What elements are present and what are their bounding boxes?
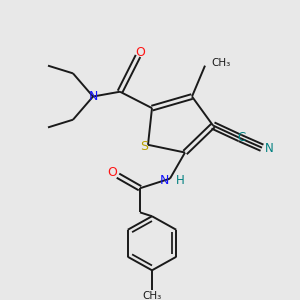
Text: C: C bbox=[237, 130, 245, 144]
Text: N: N bbox=[88, 90, 98, 103]
Text: N: N bbox=[159, 174, 169, 187]
Text: CH₃: CH₃ bbox=[211, 58, 230, 68]
Text: O: O bbox=[107, 166, 117, 179]
Text: CH₃: CH₃ bbox=[142, 291, 162, 300]
Text: S: S bbox=[140, 140, 148, 153]
Text: H: H bbox=[176, 174, 184, 187]
Text: N: N bbox=[265, 142, 274, 155]
Text: O: O bbox=[135, 46, 145, 59]
